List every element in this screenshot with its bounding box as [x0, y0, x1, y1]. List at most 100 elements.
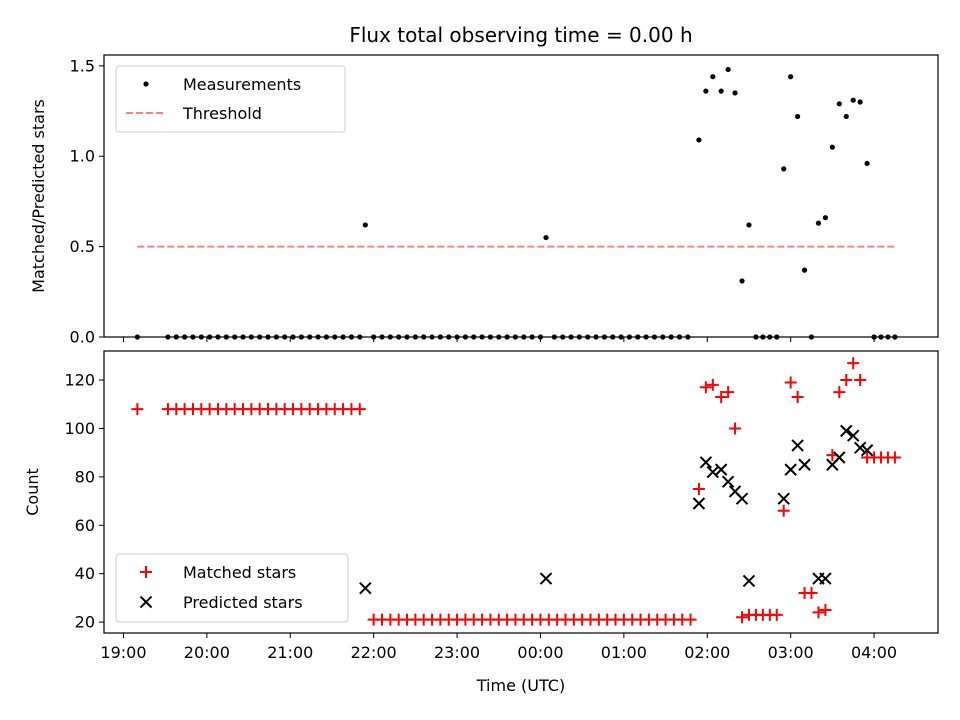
plot-frame: [103, 54, 939, 338]
predicted-star-point: [833, 451, 846, 464]
y-tick-label: 80: [75, 467, 95, 486]
measurement-point: [843, 113, 849, 120]
x-tick-label: 22:00: [351, 643, 397, 662]
predicted-star-point: [847, 429, 860, 442]
matched-star-point: [805, 587, 818, 600]
y-tick-label: 1.5: [70, 56, 95, 75]
measurement-point: [718, 88, 724, 94]
legend: Measurements Threshold: [115, 65, 346, 133]
predicted-star-point: [840, 424, 853, 438]
y-axis-label: Count: [23, 468, 42, 516]
matched-star-point: [736, 611, 749, 624]
legend-label: Matched stars: [183, 563, 296, 582]
y-tick-label: 20: [75, 613, 95, 632]
measurement-point: [815, 220, 822, 226]
legend-marker-measurements: [143, 81, 149, 87]
matched-star-point: [729, 422, 742, 435]
legend-marker-predicted: [139, 595, 153, 609]
predicted-star-point: [819, 572, 832, 585]
measurement-point: [362, 222, 368, 228]
matched-star-point: [840, 374, 853, 387]
x-tick-label: 19:00: [100, 643, 146, 662]
measurement-point: [696, 137, 702, 143]
y-tick-label: 60: [75, 516, 95, 535]
series-matched-stars: [131, 357, 901, 626]
matched-star-point: [833, 386, 846, 399]
measurement-point: [543, 234, 549, 241]
measurement-point: [703, 88, 709, 94]
x-tick-label: 03:00: [768, 643, 814, 662]
matched-star-point: [819, 604, 832, 617]
predicted-star-point: [692, 497, 706, 510]
predicted-star-point: [777, 492, 790, 505]
top-panel: 0.0 0.5 1.0 1.5 Matched/Predicted stars Measu…: [29, 54, 939, 347]
matched-star-point: [888, 451, 901, 464]
y-tick-label: 0.0: [70, 328, 95, 347]
matched-star-point: [699, 381, 712, 394]
x-tick-label: 01:00: [601, 643, 647, 662]
measurement-point: [788, 74, 794, 80]
y-tick-label: 100: [64, 419, 95, 438]
predicted-star-point: [798, 458, 811, 471]
measurement-point: [710, 74, 716, 80]
predicted-star-point: [735, 492, 749, 505]
measurement-point: [829, 144, 835, 150]
matched-star-point: [770, 608, 783, 621]
measurement-point: [795, 113, 801, 120]
y-tick-label: 40: [75, 564, 95, 583]
series-predicted-stars: [359, 424, 874, 595]
matched-star-point: [784, 376, 797, 389]
matched-star-point: [722, 386, 735, 399]
matched-star-point: [847, 357, 860, 370]
measurement-point: [739, 278, 745, 284]
legend-label: Predicted stars: [183, 593, 303, 612]
predicted-star-point: [853, 441, 867, 455]
y-tick-label: 1.0: [70, 147, 95, 166]
x-tick-label: 04:00: [851, 643, 897, 662]
measurement-point: [850, 97, 856, 103]
matched-star-point: [791, 390, 804, 403]
predicted-star-point: [742, 574, 756, 588]
matched-star-point: [684, 613, 697, 626]
y-tick-label: 120: [64, 371, 95, 390]
x-axis-label: Time (UTC): [476, 676, 565, 695]
predicted-star-point: [706, 465, 720, 479]
x-tick-label: 00:00: [517, 643, 563, 662]
measurement-point: [836, 101, 842, 107]
predicted-star-point: [699, 456, 713, 469]
matched-star-point: [353, 403, 366, 416]
matched-star-point: [131, 403, 144, 416]
matched-star-point: [706, 378, 719, 391]
predicted-star-point: [539, 572, 553, 585]
legend-box: [115, 65, 346, 133]
predicted-star-point: [784, 463, 797, 476]
x-tick-label: 20:00: [184, 643, 230, 662]
predicted-star-point: [359, 582, 372, 595]
legend-label: Measurements: [183, 75, 301, 94]
legend-box: [115, 553, 349, 623]
x-tick-label: 21:00: [267, 643, 313, 662]
y-tick-label: 0.5: [70, 237, 95, 256]
bottom-panel: 20 40 60 80 100 120 19:00 20:00 21:00 22:00 23:00 0…: [23, 350, 939, 662]
measurement-point: [857, 99, 863, 105]
matched-star-point: [692, 482, 705, 495]
legend-marker-matched: [140, 566, 152, 578]
predicted-star-point: [791, 439, 804, 452]
matched-star-point: [777, 504, 790, 517]
measurement-point: [746, 222, 752, 228]
plot-frame: [103, 350, 939, 634]
measurement-point: [781, 166, 787, 172]
legend-label: Threshold: [182, 104, 262, 123]
measurement-point: [822, 215, 829, 221]
measurement-point: [864, 160, 870, 167]
measurement-point: [725, 66, 731, 73]
matched-star-point: [715, 390, 728, 403]
predicted-star-point: [714, 463, 728, 476]
predicted-star-point: [721, 475, 735, 488]
measurement-point: [732, 90, 738, 96]
x-tick-label: 23:00: [434, 643, 480, 662]
matched-star-point: [854, 374, 867, 387]
predicted-star-point: [860, 444, 874, 457]
legend: Matched stars Predicted stars: [115, 553, 349, 623]
